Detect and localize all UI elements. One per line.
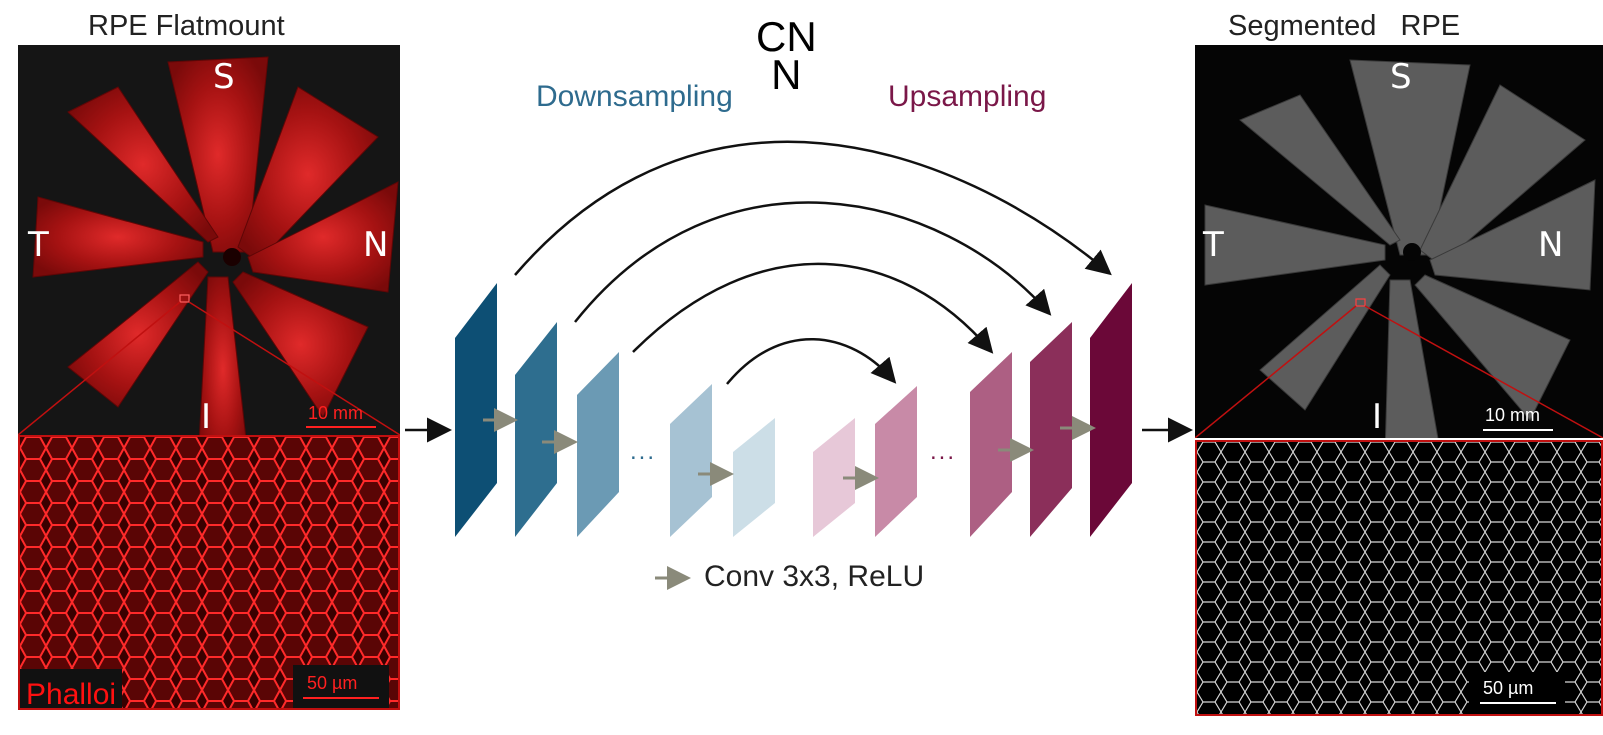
skip-connection-1 bbox=[514, 140, 1112, 276]
up-block-2 bbox=[875, 386, 917, 537]
orientation-inferior: I bbox=[201, 397, 212, 435]
skip-connection-3 bbox=[632, 262, 994, 354]
segmented-image: S T N I 10 mm bbox=[1195, 45, 1603, 438]
seg-scale-box-50um bbox=[1469, 672, 1565, 714]
phalloidin-cell-pattern bbox=[20, 437, 398, 708]
down-block-1 bbox=[455, 283, 497, 537]
network-title-line2: N bbox=[771, 51, 802, 98]
seg-scale-bar-50um bbox=[1480, 702, 1556, 704]
down-block-3 bbox=[577, 352, 619, 537]
network-title-line1: CN bbox=[756, 13, 817, 60]
up-block-1 bbox=[813, 418, 855, 537]
down-block-5 bbox=[733, 418, 775, 537]
orientation-temporal: T bbox=[28, 225, 49, 265]
up-block-5 bbox=[1090, 283, 1132, 537]
ellipsis-up: ... bbox=[930, 438, 957, 465]
phalloidin-zoom-image: Phalloi 50 µm bbox=[18, 435, 400, 710]
orientation-nasal: N bbox=[363, 225, 389, 265]
flatmount-image: S T N I 10 mm bbox=[18, 45, 400, 435]
ellipsis-down: ... bbox=[630, 438, 657, 465]
up-block-3 bbox=[970, 352, 1012, 537]
skip-connection-2 bbox=[574, 201, 1052, 323]
orientation-superior: S bbox=[213, 57, 235, 97]
scale-bar-50um bbox=[303, 697, 379, 699]
seg-scale-bar-10mm bbox=[1483, 429, 1553, 431]
left-panel-title: RPE Flatmount bbox=[88, 10, 285, 42]
up-block-4 bbox=[1030, 322, 1072, 537]
segmented-zoom-image: 50 µm bbox=[1195, 440, 1603, 716]
segmented-cell-borders bbox=[1197, 442, 1601, 714]
seg-orientation-inferior: I bbox=[1372, 397, 1383, 437]
segmented-gray-tissue bbox=[1195, 59, 1603, 438]
downsampling-label: Downsampling bbox=[536, 80, 733, 113]
right-panel-title: Segmented RPE bbox=[1228, 10, 1461, 42]
skip-connection-4 bbox=[726, 338, 897, 385]
seg-scale-label-50um: 50 µm bbox=[1483, 678, 1534, 698]
scale-bar-10mm bbox=[306, 426, 376, 428]
seg-scale-label-10mm: 10 mm bbox=[1485, 405, 1541, 425]
flatmount-red-tissue bbox=[18, 56, 400, 435]
scale-label-10mm: 10 mm bbox=[308, 403, 364, 423]
stain-label: Phalloi bbox=[20, 669, 123, 708]
legend-label: Conv 3x3, ReLU bbox=[704, 560, 925, 593]
network-title: CN N bbox=[756, 14, 817, 98]
seg-orientation-nasal: N bbox=[1538, 225, 1564, 265]
seg-orientation-superior: S bbox=[1390, 57, 1412, 97]
upsampling-label: Upsampling bbox=[888, 80, 1047, 113]
down-block-4 bbox=[670, 384, 712, 537]
seg-orientation-temporal: T bbox=[1203, 225, 1224, 265]
scale-label-50um: 50 µm bbox=[307, 673, 358, 693]
down-block-2 bbox=[515, 322, 557, 537]
scale-box-50um bbox=[293, 665, 389, 708]
